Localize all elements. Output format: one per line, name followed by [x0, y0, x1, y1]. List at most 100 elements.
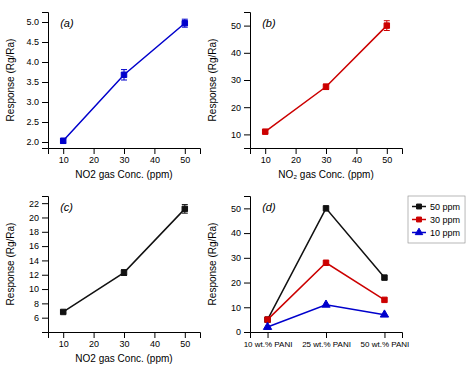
- y-tick-label: 20: [231, 103, 241, 113]
- y-tick: 4.5: [26, 37, 48, 47]
- y-tick-mark: [244, 80, 250, 81]
- y-tick: 20: [231, 278, 250, 288]
- marker: [322, 300, 330, 307]
- x-tick: 40: [150, 332, 160, 349]
- error-bar: [121, 270, 127, 276]
- panel-label: (a): [60, 17, 74, 29]
- x-axis-line: [251, 149, 403, 155]
- y-tick-mark: [42, 122, 48, 123]
- y-tick: 5.0: [26, 17, 48, 27]
- y-tick-mark: [42, 102, 48, 103]
- y-tick: 20: [231, 103, 250, 113]
- x-tick: 40: [150, 148, 160, 165]
- y-tick-label: 4.5: [26, 37, 39, 47]
- y-tick: 40: [231, 48, 250, 58]
- marker: [121, 72, 126, 77]
- panel: 10 wt.% PANI25 wt.% PANI50 wt.% PANI0102…: [207, 196, 465, 349]
- plot-area: [263, 206, 388, 330]
- x-tick-label: 40: [352, 155, 362, 165]
- y-tick: 2.5: [26, 117, 48, 127]
- legend-swatch-marker: [417, 217, 422, 222]
- y-tick-mark: [244, 26, 250, 27]
- x-tick: 25 wt.% PANI: [302, 332, 351, 349]
- chart-svg: 10203040502.02.53.03.54.04.55.0NO2 gas C…: [0, 0, 474, 387]
- x-axis-title: NO₂ gas Conc. (ppm): [278, 169, 374, 180]
- y-tick-label: 2.5: [26, 117, 39, 127]
- y-tick-mark: [42, 22, 48, 23]
- error-bar: [121, 70, 127, 80]
- y-tick-label: 2.0: [26, 137, 39, 147]
- x-axis: 1020304050: [49, 148, 201, 165]
- y-tick: 16: [29, 241, 48, 251]
- y-axis-title: Response (Rg/Ra): [207, 223, 218, 306]
- error-bar-cap: [182, 213, 188, 214]
- y-axis: 6810121416182022: [29, 197, 49, 333]
- y-tick-mark: [244, 107, 250, 108]
- y-tick-mark: [42, 42, 48, 43]
- y-axis-title: Response (Rg/Ra): [5, 223, 16, 306]
- legend-swatch-marker: [415, 228, 422, 234]
- marker: [262, 129, 267, 134]
- x-tick: 50: [180, 148, 190, 165]
- x-tick-mark: [154, 148, 155, 154]
- legend-item: 30 ppm: [412, 215, 460, 225]
- error-bar-cap: [121, 69, 127, 70]
- x-tick-label: 10: [261, 155, 271, 165]
- error-bar-cap: [384, 30, 390, 31]
- legend: 50 ppm30 ppm10 ppm: [408, 196, 465, 243]
- error-bar-cap: [121, 80, 127, 81]
- marker: [382, 297, 387, 302]
- marker: [182, 206, 187, 211]
- x-tick: 30: [119, 148, 129, 165]
- error-bar-cap: [384, 20, 390, 21]
- x-tick: 20: [291, 148, 301, 165]
- panel: 10203040502.02.53.03.54.04.55.0NO2 gas C…: [5, 13, 201, 181]
- y-tick-label: 22: [29, 199, 39, 209]
- x-tick: 30: [119, 332, 129, 349]
- x-tick: 40: [352, 148, 362, 165]
- error-bar-cap: [182, 204, 188, 205]
- error-bar: [60, 138, 66, 143]
- series: [265, 260, 387, 322]
- marker: [323, 84, 328, 89]
- y-axis: 01020304050: [231, 197, 251, 338]
- x-tick: 30: [321, 148, 331, 165]
- marker: [121, 270, 126, 275]
- series: [265, 206, 387, 323]
- y-tick-label: 0: [236, 327, 241, 337]
- marker: [323, 260, 328, 265]
- y-tick: 0: [236, 327, 250, 337]
- x-tick: 10: [59, 148, 69, 165]
- y-tick: 14: [29, 256, 48, 266]
- y-tick-label: 5.0: [26, 17, 39, 27]
- y-tick: 50: [231, 204, 250, 214]
- y-tick-mark: [42, 62, 48, 63]
- y-tick-mark: [244, 332, 250, 333]
- x-tick-mark: [268, 332, 269, 338]
- y-tick-label: 6: [34, 313, 39, 323]
- y-tick-mark: [42, 142, 48, 143]
- y-axis-title: Response (Rg/Ra): [5, 39, 16, 122]
- x-tick: 20: [89, 332, 99, 349]
- series: [262, 21, 390, 135]
- series-line: [63, 23, 185, 141]
- y-tick-mark: [42, 232, 48, 233]
- y-axis: 2.02.53.03.54.04.55.0: [26, 13, 48, 149]
- x-tick-label: 50 wt.% PANI: [361, 340, 410, 349]
- y-tick-mark: [244, 283, 250, 284]
- marker: [380, 310, 388, 317]
- legend-label: 10 ppm: [430, 228, 460, 238]
- y-tick-label: 18: [29, 227, 39, 237]
- marker: [60, 309, 65, 314]
- y-tick-mark: [244, 307, 250, 308]
- y-tick-mark: [244, 134, 250, 135]
- y-tick-label: 16: [29, 241, 39, 251]
- x-tick: 10: [261, 148, 271, 165]
- y-tick-mark: [244, 258, 250, 259]
- y-tick: 40: [231, 228, 250, 238]
- legend-label: 30 ppm: [430, 215, 460, 225]
- x-axis-line: [49, 149, 201, 155]
- series-line: [268, 208, 385, 319]
- x-tick-label: 10: [59, 155, 69, 165]
- x-tick-label: 30: [321, 155, 331, 165]
